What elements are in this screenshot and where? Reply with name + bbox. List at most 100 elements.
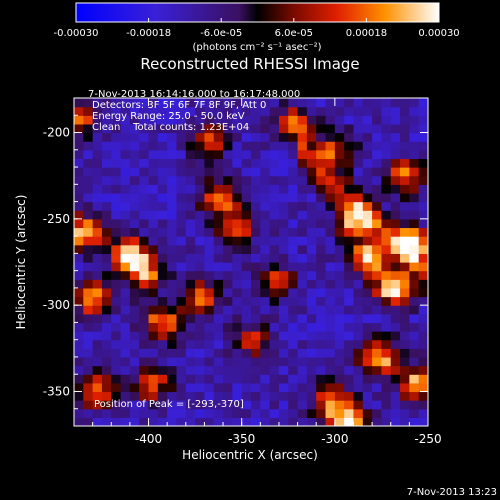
heatmap-cell [353,210,364,220]
heatmap-cell [251,339,261,349]
heatmap-cell [372,356,383,367]
heatmap-cell [74,305,84,315]
heatmap-cell [325,175,336,185]
heatmap-cell [176,123,187,134]
heatmap-cell [213,305,224,315]
heatmap-cell [213,98,224,108]
heatmap-cell [148,201,159,211]
heatmap-cell [195,115,206,125]
heatmap-cell [120,348,131,358]
heatmap-cell [418,262,428,272]
heatmap-cell [74,98,84,108]
heatmap-cell [390,287,401,298]
annotation-time: 7-Nov-2013 16:14:16.000 to 16:17:48.000 [88,89,300,100]
heatmap-cell [278,132,289,142]
heatmap-cell [362,356,373,367]
heatmap-cell [213,218,224,229]
heatmap-cell [120,270,131,280]
heatmap-cell [251,270,261,280]
heatmap-cell [251,132,261,142]
heatmap-cell [232,253,243,263]
heatmap-cell [111,175,122,185]
heatmap-cell [92,236,103,246]
heatmap-cell [92,244,103,254]
heatmap-cell [334,400,345,410]
heatmap-cell [157,253,168,263]
heatmap-cell [418,331,428,341]
heatmap-cell [297,287,308,298]
heatmap-cell [204,218,215,229]
heatmap-cell [101,184,112,194]
heatmap-cell [297,227,308,237]
heatmap-cell [129,244,140,254]
heatmap-cell [129,356,140,367]
heatmap-cell [223,365,233,375]
heatmap-cell [269,158,280,168]
heatmap-cell [325,400,336,410]
heatmap-cell [185,236,196,246]
heatmap-cell [241,98,252,108]
heatmap-cell [334,279,345,289]
heatmap-cell [344,115,355,125]
heatmap-cell [204,331,215,341]
heatmap-cell [185,339,196,349]
heatmap-cell [288,149,299,160]
heatmap-cell [288,106,299,116]
heatmap-cell [204,322,215,332]
heatmap-cell [111,244,122,254]
heatmap-cell [260,331,271,341]
heatmap-cell [288,218,299,229]
heatmap-cell [288,391,299,401]
heatmap-cell [167,348,178,358]
heatmap-cell [120,400,131,410]
heatmap-cell [390,322,401,332]
heatmap-cell [251,279,261,289]
heatmap-cell [139,348,150,358]
heatmap-cell [129,382,140,393]
heatmap-cell [204,115,215,125]
heatmap-cell [83,201,94,211]
heatmap-cell [306,331,317,341]
heatmap-cell [306,132,317,142]
heatmap-cell [101,167,112,177]
heatmap-cell [223,287,233,298]
heatmap-cell [288,339,299,349]
heatmap-cell [400,400,410,410]
heatmap-cell [195,236,206,246]
heatmap-cell [176,98,187,108]
heatmap-cell [400,98,410,108]
heatmap-cell [353,262,364,272]
heatmap-cell [362,175,373,185]
heatmap-cell [297,115,308,125]
heatmap-cell [129,192,140,203]
heatmap-cell [176,132,187,142]
heatmap-cell [306,141,317,151]
heatmap-cell [83,322,94,332]
heatmap-cell [223,417,233,426]
heatmap-cell [390,227,401,237]
heatmap-cell [232,417,243,426]
heatmap-cell [241,408,252,418]
heatmap-cell [139,356,150,367]
heatmap-cell [362,408,373,418]
heatmap-cell [334,305,345,315]
heatmap-cell [83,296,94,306]
heatmap-cell [204,374,215,384]
heatmap-cell [204,348,215,358]
heatmap-cell [129,210,140,220]
heatmap-cell [316,115,327,125]
heatmap-cell [204,296,215,306]
heatmap-cell [139,374,150,384]
heatmap-cell [344,98,355,108]
heatmap-cell [111,313,122,324]
heatmap-cell [316,141,327,151]
heatmap-cell [400,106,410,116]
heatmap-cell [278,400,289,410]
heatmap-cell [101,356,112,367]
heatmap-cell [316,210,327,220]
heatmap-cell [241,305,252,315]
heatmap-cell [157,400,168,410]
heatmap-cell [101,218,112,229]
x-axis-label: Heliocentric X (arcsec) [182,448,318,462]
